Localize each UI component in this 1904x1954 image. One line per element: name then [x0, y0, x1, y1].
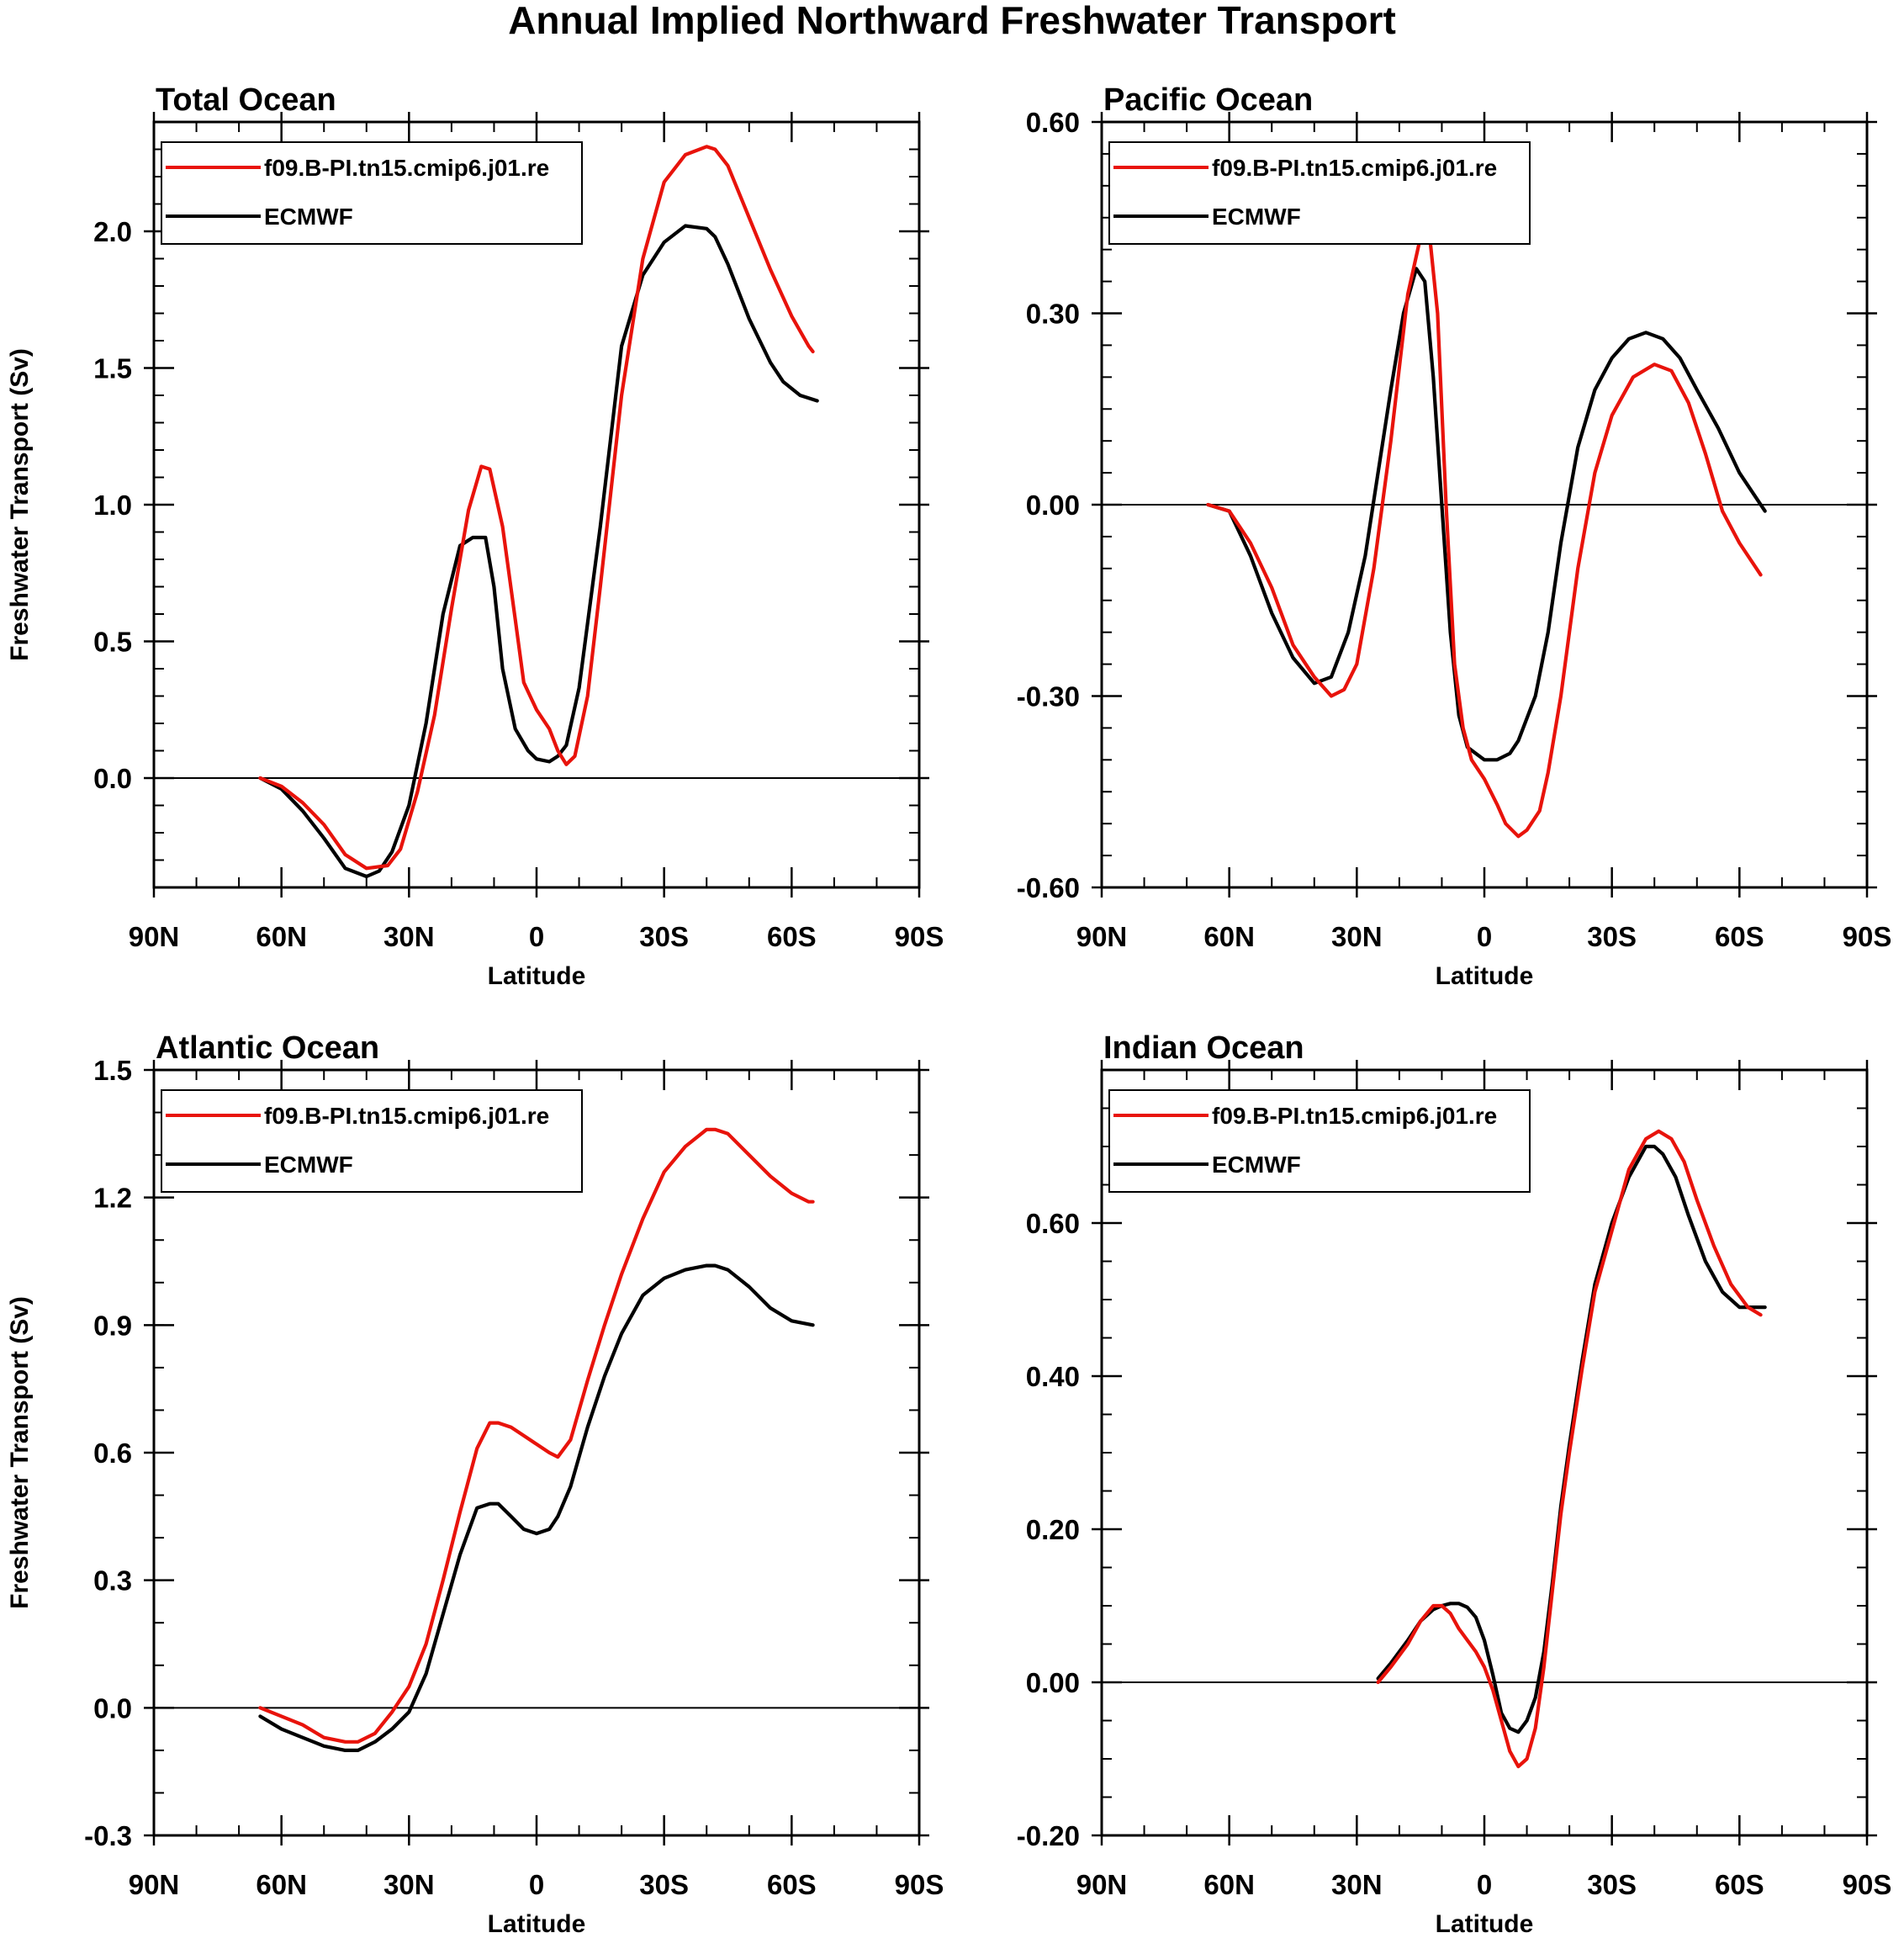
chart-0-plot-frame	[152, 120, 921, 889]
chart-2-xlabel: Latitude	[488, 1910, 586, 1938]
chart-3-ytick-label: 0.00	[1026, 1667, 1080, 1698]
chart-0-xtick-label: 30S	[639, 921, 689, 952]
chart-1-xtick-label: 60S	[1715, 921, 1764, 952]
chart-2-ytick-label: -0.3	[84, 1820, 132, 1851]
chart-0-xlabel: Latitude	[488, 962, 586, 990]
chart-2-legend-label-f09-b-pi-tn15-cmip6-j01-re: f09.B-PI.tn15.cmip6.j01.re	[264, 1103, 549, 1129]
figure-title: Annual Implied Northward Freshwater Tran…	[508, 0, 1396, 42]
chart-2-legend	[161, 1089, 583, 1193]
chart-0-ytick-label: 1.5	[93, 353, 132, 384]
chart-1-ytick-label: 0.00	[1026, 490, 1080, 521]
chart-2-ytick-label: 0.0	[93, 1692, 132, 1724]
chart-0-series-ecmwf-line	[258, 224, 819, 879]
chart-3-xtick-label: 0	[1477, 1869, 1492, 1900]
panel-pacific-ocean: Pacific Ocean -0.60 -0.30 0.00 0.30 0.60 90N 60…	[1017, 82, 1892, 990]
chart-3-xtick-label: 90N	[1076, 1869, 1128, 1900]
chart-1-xlabel: Latitude	[1436, 962, 1534, 990]
chart-0-legend-label-ecmwf: ECMWF	[264, 204, 353, 230]
chart-0-series-f09-b-pi-tn15-cmip6-j01-re-line	[258, 145, 815, 871]
chart-3-legend	[1108, 1089, 1531, 1193]
chart-1-xtick-label: 90S	[1843, 921, 1892, 952]
panel-atlantic-ocean: Atlantic Ocean -0.3 0.0 0.3 0.6 0.9 1.2 1.5 90N 6…	[6, 1030, 944, 1938]
chart-3-plot-frame	[1100, 1068, 1869, 1837]
chart-3-xtick-label: 60N	[1203, 1869, 1255, 1900]
chart-0-ytick-label: 0.5	[93, 627, 132, 658]
chart-1-plot-frame	[1100, 120, 1869, 889]
chart-1-legend-label-f09-b-pi-tn15-cmip6-j01-re: f09.B-PI.tn15.cmip6.j01.re	[1212, 155, 1497, 181]
chart-1-series-f09-b-pi-tn15-cmip6-j01-re-line	[1206, 228, 1763, 839]
chart-3-legend-label-f09-b-pi-tn15-cmip6-j01-re: f09.B-PI.tn15.cmip6.j01.re	[1212, 1103, 1497, 1129]
chart-1-ytick-label: 0.30	[1026, 299, 1080, 330]
chart-2-xtick-label: 90S	[895, 1869, 944, 1900]
chart-1-title: Pacific Ocean	[1103, 82, 1313, 118]
chart-1-series-ecmwf-line	[1206, 267, 1767, 762]
chart-3-xlabel: Latitude	[1436, 1910, 1534, 1938]
chart-2-ylabel: Freshwater Transport (Sv)	[6, 1296, 34, 1609]
chart-0-ytick-label: 1.0	[93, 490, 132, 521]
chart-3-xtick-label: 30S	[1587, 1869, 1637, 1900]
chart-1-ytick-label: -0.30	[1017, 681, 1080, 712]
panel-indian-ocean: Indian Ocean -0.20 0.00 0.20 0.40 0.60 90N 60N 3…	[1017, 1030, 1892, 1938]
chart-2-xtick-label: 90N	[129, 1869, 180, 1900]
chart-1-legend-label-ecmwf: ECMWF	[1212, 204, 1301, 230]
chart-2-plot-frame	[152, 1068, 921, 1837]
chart-1-ytick-label: 0.60	[1026, 107, 1080, 138]
chart-1-xtick-label: 60N	[1203, 921, 1255, 952]
chart-0-xtick-label: 30N	[383, 921, 435, 952]
chart-3-ytick-label: 0.60	[1026, 1208, 1080, 1239]
chart-2-ytick-label: 1.2	[93, 1183, 132, 1214]
chart-0-xtick-label: 60S	[767, 921, 817, 952]
chart-2-xtick-label: 60S	[767, 1869, 817, 1900]
chart-3-xtick-label: 30N	[1331, 1869, 1383, 1900]
chart-2-ytick-label: 0.6	[93, 1438, 132, 1469]
chart-3-legend-label-ecmwf: ECMWF	[1212, 1152, 1301, 1178]
panel-total-ocean: Total Ocean 0.0 0.5 1.0 1.5 2.0 90N 60N 30N 0 30S 6…	[6, 82, 944, 990]
chart-3-ytick-label: 0.40	[1026, 1361, 1080, 1392]
chart-1-xtick-label: 30N	[1331, 921, 1383, 952]
chart-3-ytick-label: 0.20	[1026, 1514, 1080, 1545]
chart-2-xtick-label: 60N	[256, 1869, 307, 1900]
chart-0-legend-label-f09-b-pi-tn15-cmip6-j01-re: f09.B-PI.tn15.cmip6.j01.re	[264, 155, 549, 181]
chart-1-xtick-label: 30S	[1587, 921, 1637, 952]
chart-3-series-f09-b-pi-tn15-cmip6-j01-re-line	[1376, 1129, 1763, 1769]
chart-1-xtick-label: 90N	[1076, 921, 1128, 952]
chart-2-series-ecmwf-line	[258, 1263, 815, 1752]
chart-2-xtick-label: 30N	[383, 1869, 435, 1900]
chart-3-title: Indian Ocean	[1103, 1030, 1304, 1066]
chart-0-ytick-label: 2.0	[93, 216, 132, 247]
chart-0-ytick-label: 0.0	[93, 763, 132, 794]
chart-2-legend-label-ecmwf: ECMWF	[264, 1152, 353, 1178]
chart-0-xtick-label: 60N	[256, 921, 307, 952]
chart-2-series-f09-b-pi-tn15-cmip6-j01-re-line	[258, 1127, 815, 1744]
chart-2-ytick-label: 0.3	[93, 1565, 132, 1597]
chart-0-ylabel: Freshwater Transport (Sv)	[6, 348, 34, 661]
chart-3-xtick-label: 90S	[1843, 1869, 1892, 1900]
chart-1-legend	[1108, 141, 1531, 245]
chart-2-ytick-label: 1.5	[93, 1055, 132, 1086]
chart-0-legend	[161, 141, 583, 245]
chart-3-ytick-label: -0.20	[1017, 1820, 1080, 1851]
chart-1-ytick-label: -0.60	[1017, 872, 1080, 903]
chart-0-xtick-label: 90S	[895, 921, 944, 952]
chart-2-ytick-label: 0.9	[93, 1310, 132, 1341]
chart-3-xtick-label: 60S	[1715, 1869, 1764, 1900]
chart-2-title: Atlantic Ocean	[156, 1030, 379, 1066]
chart-0-xtick-label: 90N	[129, 921, 180, 952]
chart-2-xtick-label: 30S	[639, 1869, 689, 1900]
chart-0-title: Total Ocean	[156, 82, 336, 118]
chart-1-xtick-label: 0	[1477, 921, 1492, 952]
chart-0-xtick-label: 0	[529, 921, 544, 952]
chart-2-xtick-label: 0	[529, 1869, 544, 1900]
